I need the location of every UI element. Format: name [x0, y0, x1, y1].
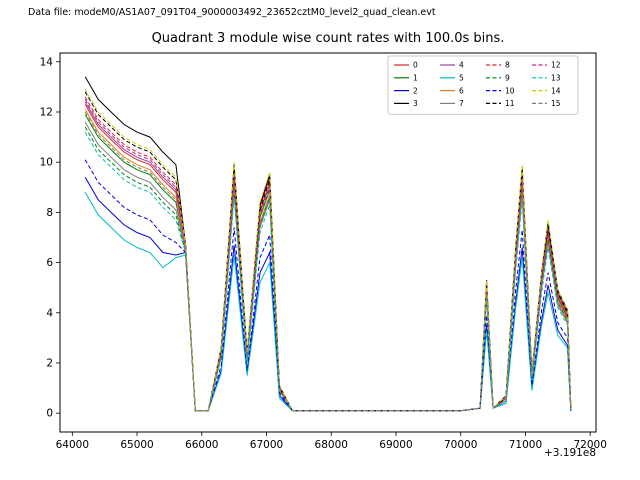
legend-label-9: 9 — [505, 74, 510, 83]
chart-title: Quadrant 3 module wise count rates with … — [151, 31, 505, 46]
y-tick-label: 14 — [40, 56, 54, 68]
y-tick-label: 4 — [46, 307, 53, 319]
series-line-9 — [84, 126, 572, 412]
series-line-6 — [84, 109, 572, 412]
data-file-label: Data file: modeM0/AS1A07_091T04_90000034… — [28, 7, 436, 18]
series-line-14 — [84, 89, 572, 412]
x-tick-label: 71000 — [509, 439, 542, 451]
legend-label-4: 4 — [459, 61, 464, 70]
y-tick-label: 10 — [40, 157, 53, 169]
y-tick-label: 8 — [46, 207, 53, 219]
series-line-5 — [84, 192, 572, 412]
x-tick-label: 69000 — [379, 439, 412, 451]
x-tick-label: 66000 — [185, 439, 218, 451]
legend-label-8: 8 — [505, 61, 510, 70]
legend-label-1: 1 — [413, 74, 418, 83]
series-line-15 — [84, 111, 572, 412]
series-line-7 — [84, 121, 572, 412]
legend-label-11: 11 — [505, 99, 515, 108]
legend-label-5: 5 — [459, 74, 464, 83]
series-line-3 — [84, 76, 572, 412]
series-line-4 — [84, 101, 572, 412]
x-tick-label: 64000 — [56, 439, 89, 451]
legend-box — [387, 55, 579, 115]
y-tick-label: 12 — [40, 106, 53, 118]
x-tick-label: 70000 — [444, 439, 477, 451]
axes-frame — [59, 52, 597, 433]
legend-label-13: 13 — [551, 74, 561, 83]
legend-label-14: 14 — [551, 86, 561, 95]
y-tick-label: 0 — [46, 408, 53, 420]
series-line-11 — [84, 91, 572, 412]
legend-label-2: 2 — [413, 86, 418, 95]
x-tick-label: 72000 — [573, 439, 606, 451]
legend-label-3: 3 — [413, 99, 418, 108]
y-tick-label: 2 — [46, 357, 53, 369]
y-tick-label: 6 — [46, 257, 53, 269]
legend-label-15: 15 — [551, 99, 561, 108]
x-tick-label: 65000 — [120, 439, 153, 451]
legend-label-6: 6 — [459, 86, 464, 95]
x-tick-label: 68000 — [315, 439, 348, 451]
legend-label-12: 12 — [551, 61, 561, 70]
legend-label-10: 10 — [505, 86, 515, 95]
legend-label-7: 7 — [459, 99, 464, 108]
series-line-0 — [84, 104, 572, 412]
series-line-8 — [84, 96, 572, 412]
series-line-10 — [84, 159, 572, 412]
x-axis-offset-label: +3.191e8 — [544, 447, 596, 459]
legend-label-0: 0 — [413, 61, 418, 70]
x-tick-label: 67000 — [250, 439, 283, 451]
series-line-2 — [84, 176, 572, 412]
